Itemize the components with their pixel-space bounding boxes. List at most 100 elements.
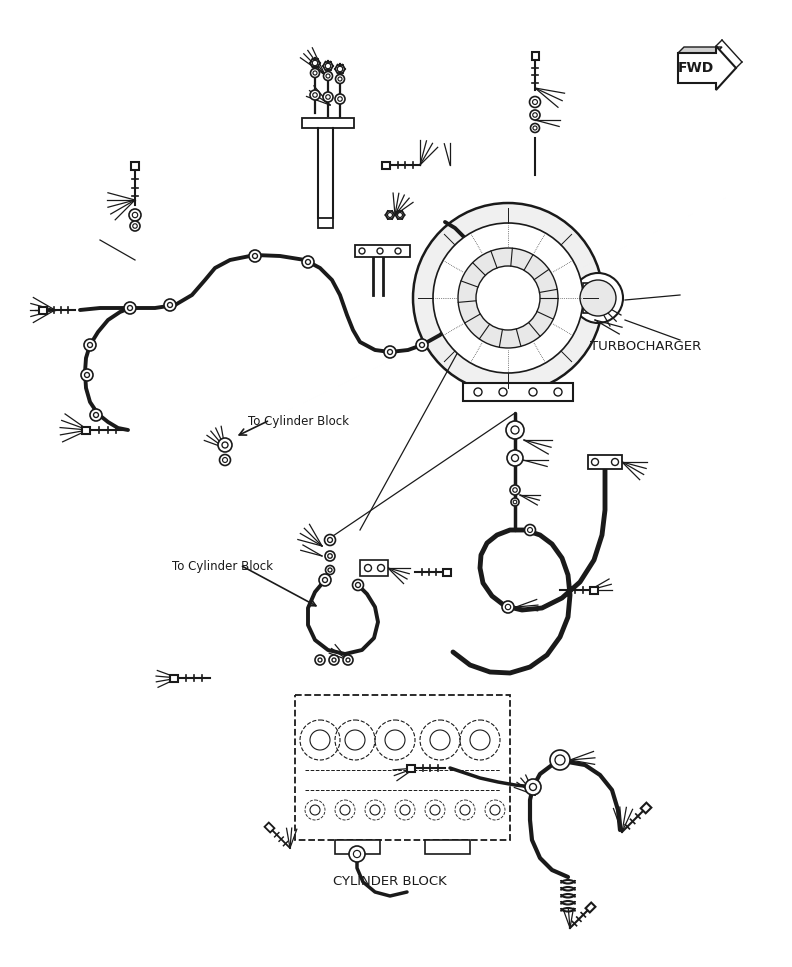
Polygon shape (678, 47, 722, 53)
Circle shape (580, 280, 616, 316)
Circle shape (474, 388, 482, 396)
Polygon shape (678, 46, 736, 90)
Text: FWD: FWD (678, 61, 714, 75)
Circle shape (512, 487, 517, 492)
Circle shape (353, 850, 360, 858)
Circle shape (312, 60, 318, 66)
Circle shape (502, 601, 514, 613)
Bar (318, 218, 333, 228)
Circle shape (533, 113, 537, 117)
Circle shape (395, 248, 401, 254)
Circle shape (513, 500, 517, 504)
Circle shape (84, 339, 96, 351)
Polygon shape (170, 675, 178, 682)
Circle shape (352, 579, 364, 591)
Circle shape (337, 67, 343, 72)
Bar (463, 383, 573, 401)
Circle shape (335, 94, 345, 104)
Circle shape (315, 655, 325, 665)
Bar (335, 840, 380, 854)
Circle shape (124, 302, 136, 314)
Circle shape (323, 92, 333, 102)
Text: TURBOCHARGER: TURBOCHARGER (590, 340, 701, 353)
Polygon shape (531, 52, 539, 60)
Circle shape (223, 457, 227, 462)
Bar (302, 118, 354, 128)
Bar (588, 455, 622, 469)
Circle shape (313, 93, 318, 98)
Bar (425, 840, 470, 854)
Polygon shape (82, 426, 90, 433)
Circle shape (343, 655, 353, 665)
Circle shape (458, 248, 558, 348)
Circle shape (319, 574, 331, 586)
Circle shape (510, 485, 520, 495)
Circle shape (413, 203, 603, 393)
Circle shape (550, 750, 570, 770)
Circle shape (133, 223, 137, 228)
Circle shape (218, 438, 232, 452)
Circle shape (505, 604, 511, 610)
Circle shape (323, 72, 333, 80)
Circle shape (573, 273, 623, 323)
Circle shape (476, 266, 540, 330)
Text: CYLINDER BLOCK: CYLINDER BLOCK (333, 875, 447, 888)
Circle shape (511, 498, 519, 506)
Polygon shape (641, 803, 651, 813)
Circle shape (326, 63, 331, 69)
Polygon shape (585, 902, 596, 913)
Circle shape (81, 369, 93, 381)
Polygon shape (265, 823, 275, 833)
Circle shape (554, 388, 562, 396)
Circle shape (164, 299, 176, 311)
Polygon shape (407, 765, 415, 772)
Circle shape (249, 250, 261, 262)
Circle shape (325, 551, 335, 561)
Circle shape (398, 213, 402, 218)
Circle shape (377, 248, 383, 254)
Polygon shape (382, 161, 390, 168)
Circle shape (129, 209, 141, 221)
Circle shape (90, 409, 102, 421)
Circle shape (326, 73, 330, 78)
Circle shape (364, 565, 371, 571)
Bar (360, 560, 388, 576)
Circle shape (310, 90, 320, 100)
Circle shape (527, 528, 532, 533)
Circle shape (531, 124, 539, 132)
Circle shape (326, 566, 334, 574)
Circle shape (524, 524, 535, 536)
Circle shape (302, 256, 314, 268)
Circle shape (529, 388, 537, 396)
Circle shape (337, 97, 342, 102)
Circle shape (326, 95, 330, 100)
Bar (295, 695, 510, 840)
Circle shape (530, 110, 540, 120)
Circle shape (338, 77, 342, 81)
Polygon shape (131, 162, 139, 170)
Circle shape (533, 126, 537, 130)
Circle shape (349, 846, 365, 862)
Circle shape (525, 779, 541, 795)
Circle shape (132, 213, 138, 218)
Circle shape (329, 655, 339, 665)
Circle shape (507, 450, 523, 466)
Circle shape (433, 223, 583, 373)
Circle shape (506, 421, 524, 439)
Circle shape (219, 454, 230, 465)
Polygon shape (443, 569, 451, 575)
Circle shape (530, 97, 540, 107)
Circle shape (130, 221, 140, 231)
Circle shape (387, 213, 393, 218)
Circle shape (378, 565, 384, 571)
Circle shape (310, 69, 319, 77)
Circle shape (499, 388, 507, 396)
Bar (355, 245, 410, 257)
Circle shape (359, 248, 365, 254)
Circle shape (532, 100, 538, 104)
Circle shape (416, 339, 428, 351)
Circle shape (384, 346, 396, 358)
Circle shape (592, 458, 599, 465)
Circle shape (325, 535, 336, 545)
Text: To Cylinder Block: To Cylinder Block (172, 560, 273, 573)
